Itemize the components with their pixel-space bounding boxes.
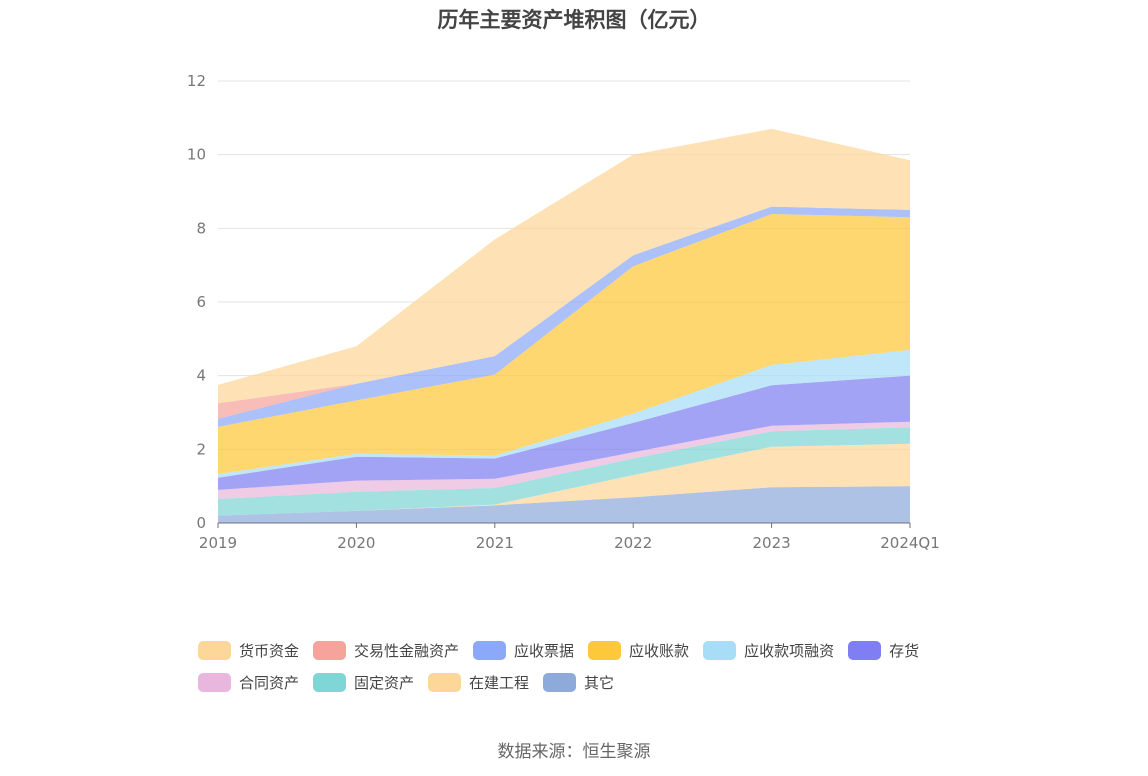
legend-swatch — [703, 640, 737, 660]
area-series-应收票据[interactable] — [218, 206, 910, 427]
source-note: 数据来源：恒生聚源 — [497, 742, 651, 762]
legend-label: 应收款项融资 — [744, 641, 835, 660]
area-series-货币资金[interactable] — [218, 128, 910, 404]
y-tick-label: 12 — [187, 72, 206, 90]
y-tick-label: 6 — [196, 293, 206, 311]
chart-title: 历年主要资产堆积图（亿元） — [437, 8, 711, 32]
y-tick-label: 2 — [196, 440, 206, 458]
legend-label: 在建工程 — [469, 673, 530, 692]
legend-swatch — [473, 640, 507, 660]
legend-item-其它[interactable]: 其它 — [543, 672, 614, 692]
legend-item-合同资产[interactable]: 合同资产 — [198, 672, 299, 692]
legend-swatch — [313, 672, 347, 692]
x-tick-label: 2022 — [614, 534, 652, 552]
legend-item-交易性金融资产[interactable]: 交易性金融资产 — [313, 640, 459, 660]
x-tick-label: 2024Q1 — [880, 534, 940, 552]
axes: 0 2 4 6 8 10 12 2019 2020 2021 2022 2023 2024Q1 — [187, 72, 940, 552]
legend-label: 货币资金 — [239, 641, 300, 660]
x-tick-label: 2019 — [199, 534, 237, 552]
legend-item-应收账款[interactable]: 应收账款 — [588, 640, 689, 660]
y-tick-label: 0 — [196, 514, 206, 532]
legend-swatch — [848, 640, 882, 660]
legend-swatch — [198, 672, 231, 692]
y-tick-label: 8 — [196, 219, 206, 237]
area-series-固定资产[interactable] — [218, 427, 910, 516]
area-series-存货[interactable] — [218, 375, 910, 490]
legend-swatch — [428, 672, 462, 692]
area-series-合同资产[interactable] — [218, 421, 910, 500]
x-tick-label: 2021 — [476, 534, 514, 552]
legend-label: 应收账款 — [629, 641, 690, 660]
y-tick-label: 10 — [187, 146, 206, 164]
legend: 货币资金 交易性金融资产 应收票据 应收账款 应收款项融资 存货合同资产 固定资产 在建工程 其… — [198, 640, 978, 692]
legend-label: 存货 — [889, 641, 920, 660]
y-tick-label: 4 — [196, 367, 206, 385]
legend-label: 固定资产 — [354, 673, 415, 692]
legend-item-应收票据[interactable]: 应收票据 — [473, 640, 574, 660]
area-series-其它[interactable] — [218, 486, 910, 523]
legend-item-固定资产[interactable]: 固定资产 — [313, 672, 414, 692]
area-series-在建工程[interactable] — [218, 443, 910, 516]
legend-swatch — [588, 640, 622, 660]
area-series-应收款项融资[interactable] — [218, 349, 910, 478]
area-series-应收账款[interactable] — [218, 213, 910, 475]
legend-swatch — [313, 640, 347, 660]
legend-swatch — [198, 640, 231, 660]
legend-item-在建工程[interactable]: 在建工程 — [428, 672, 529, 692]
legend-label: 应收票据 — [514, 641, 575, 660]
x-tick-label: 2023 — [753, 534, 791, 552]
legend-item-应收款项融资[interactable]: 应收款项融资 — [703, 640, 834, 660]
legend-item-存货[interactable]: 存货 — [848, 640, 919, 660]
legend-label: 交易性金融资产 — [354, 641, 460, 660]
legend-label: 合同资产 — [239, 673, 300, 692]
x-tick-label: 2020 — [337, 534, 375, 552]
legend-swatch — [543, 672, 577, 692]
stacked-areas — [218, 128, 910, 523]
legend-item-货币资金[interactable]: 货币资金 — [198, 640, 299, 660]
area-series-交易性金融资产[interactable] — [218, 206, 910, 419]
legend-label: 其它 — [584, 673, 615, 692]
